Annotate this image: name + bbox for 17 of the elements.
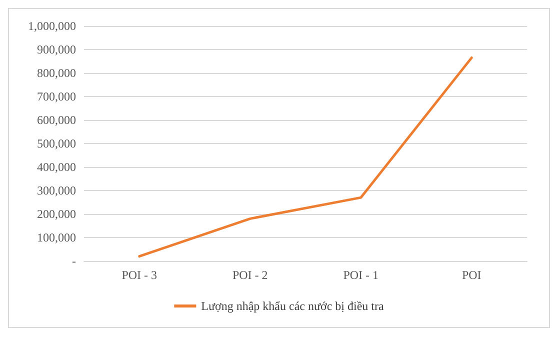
y-tick-label: 200,000 <box>37 207 76 221</box>
y-tick-label: 500,000 <box>37 136 76 150</box>
x-tick-label: POI - 3 <box>122 268 158 282</box>
x-tick-label: POI - 1 <box>343 268 379 282</box>
legend-label: Lượng nhập khẩu các nước bị điều tra <box>201 299 384 313</box>
x-tick-label: POI <box>462 268 482 282</box>
y-tick-label: - <box>72 254 76 268</box>
x-tick-label: POI - 2 <box>232 268 268 282</box>
y-tick-label: 400,000 <box>37 160 76 174</box>
y-tick-label: 900,000 <box>37 42 76 56</box>
y-tick-label: 800,000 <box>37 66 76 80</box>
line-series <box>138 56 473 258</box>
y-tick-label: 100,000 <box>37 230 76 244</box>
y-tick-label: 1,000,000 <box>28 19 76 33</box>
y-tick-label: 600,000 <box>37 113 76 127</box>
y-tick-label: 300,000 <box>37 184 76 198</box>
y-tick-label: 700,000 <box>37 90 76 104</box>
